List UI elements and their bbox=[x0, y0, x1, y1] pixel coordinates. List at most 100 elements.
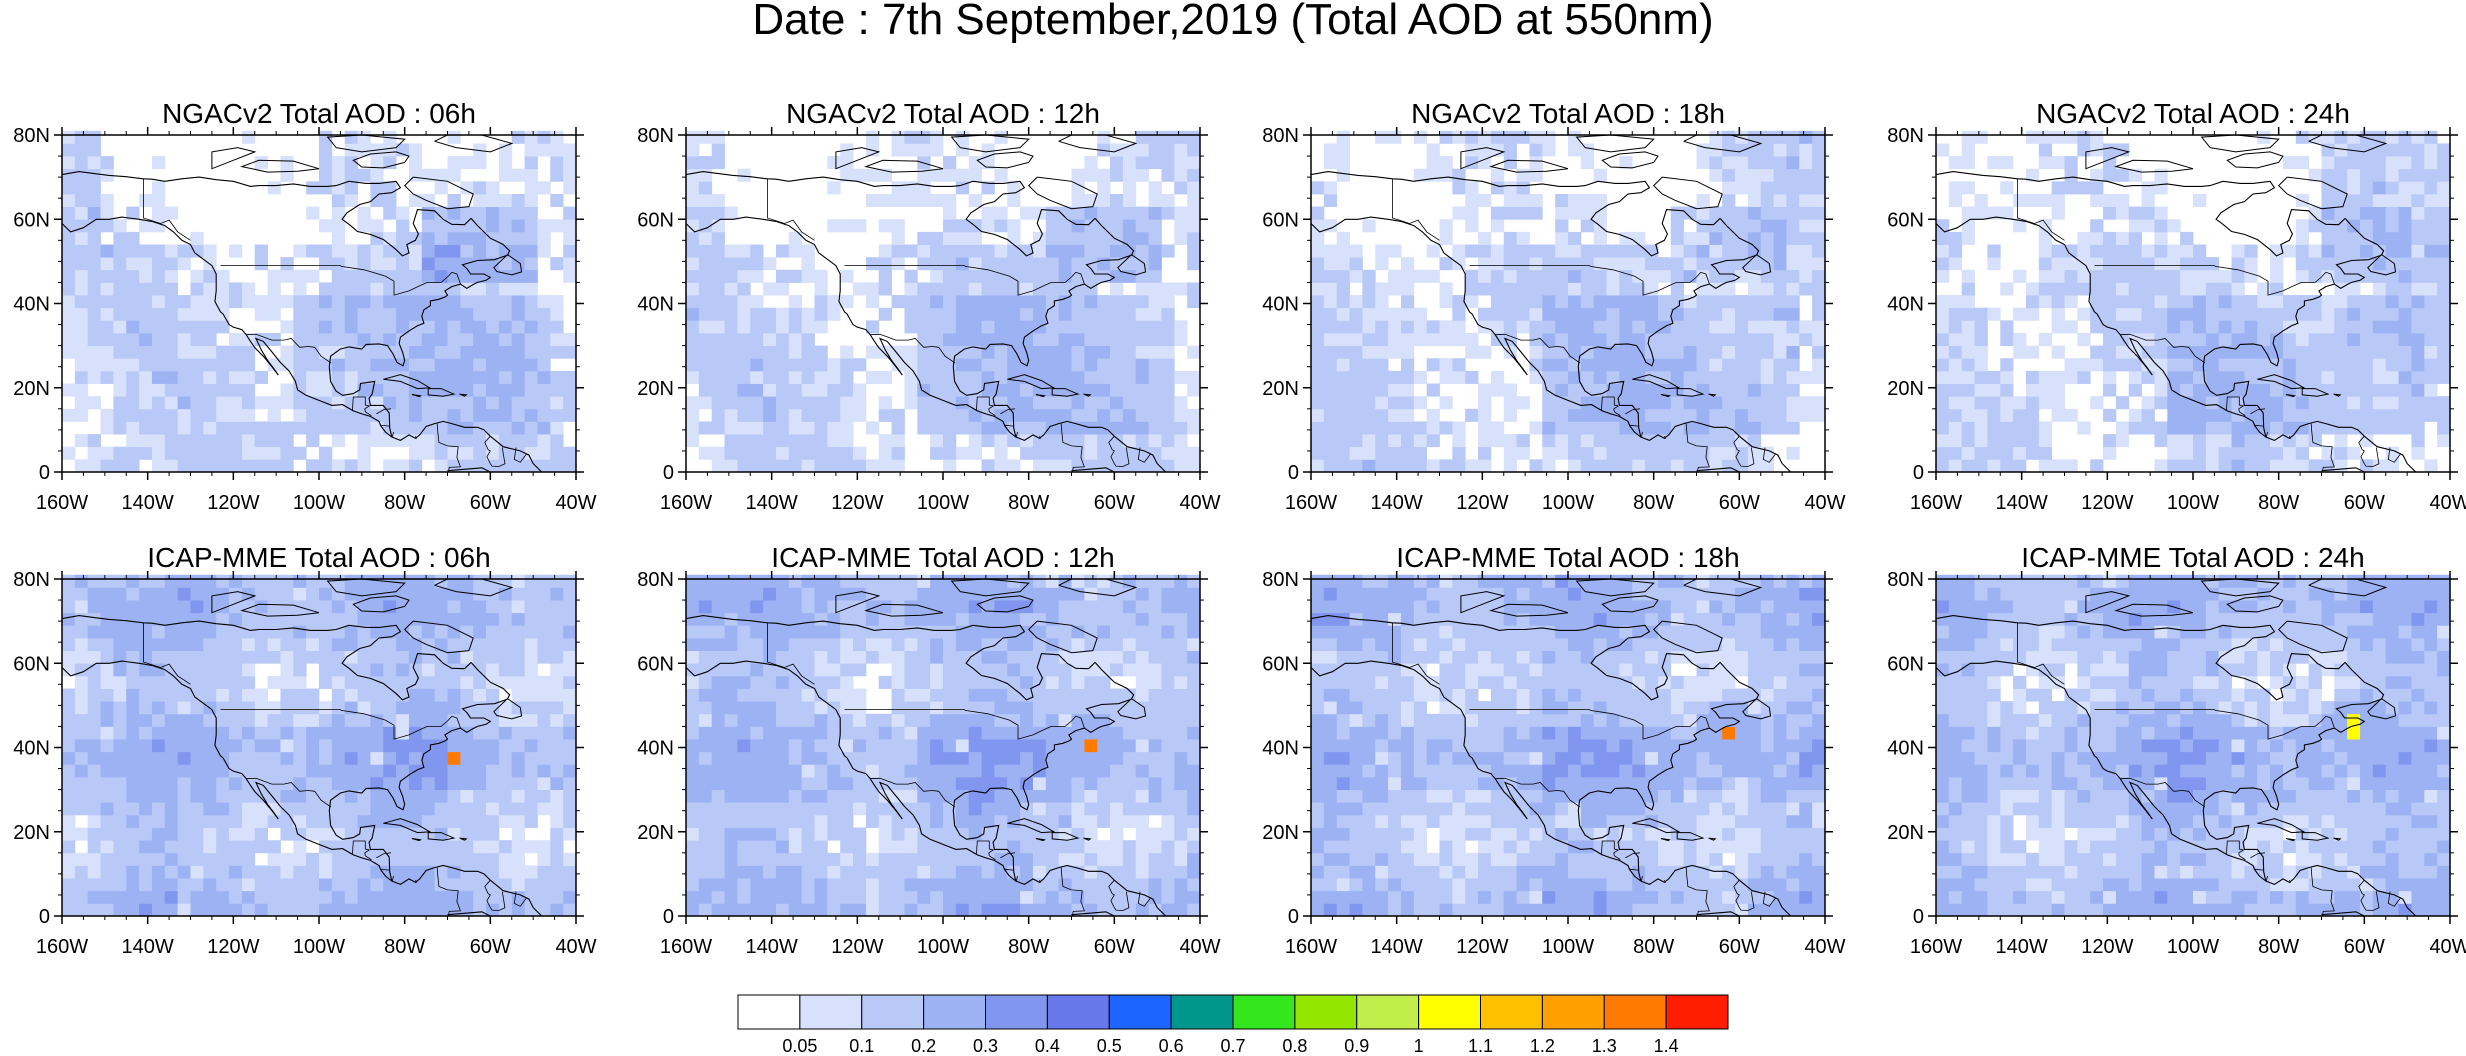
aod-cell bbox=[383, 840, 397, 854]
aod-cell bbox=[293, 852, 307, 866]
lon-tick-label: 40W bbox=[2429, 492, 2466, 514]
aod-cell bbox=[917, 421, 931, 435]
aod-cell bbox=[1045, 446, 1060, 460]
aod-cell bbox=[2372, 244, 2387, 258]
aod-cell bbox=[1084, 231, 1098, 245]
aod-cell bbox=[447, 231, 461, 245]
aod-cell bbox=[113, 408, 127, 422]
aod-cell bbox=[1593, 345, 1607, 359]
aod-cell bbox=[1020, 396, 1034, 410]
aod-cell bbox=[87, 370, 101, 384]
aod-cell bbox=[100, 459, 114, 473]
aod-cell bbox=[686, 574, 700, 588]
aod-cell bbox=[1478, 143, 1492, 157]
aod-cell bbox=[2334, 408, 2348, 422]
aod-cell bbox=[190, 383, 204, 397]
aod-cell bbox=[1097, 307, 1111, 321]
aod-cell bbox=[460, 282, 474, 296]
aod-cell bbox=[2424, 244, 2438, 258]
aod-cell bbox=[1773, 408, 1787, 422]
aod-cell bbox=[827, 446, 841, 460]
aod-cell bbox=[537, 789, 551, 803]
aod-cell bbox=[1936, 434, 1950, 448]
aod-cell bbox=[550, 396, 564, 410]
aod-cell bbox=[408, 408, 423, 422]
aod-cell bbox=[151, 726, 166, 740]
aod-cell bbox=[2437, 282, 2451, 296]
aod-cell bbox=[421, 625, 436, 639]
aod-cell bbox=[306, 903, 320, 917]
aod-cell bbox=[126, 890, 140, 904]
aod-cell bbox=[968, 231, 982, 245]
aod-cell bbox=[319, 307, 333, 321]
aod-cell bbox=[698, 675, 713, 689]
aod-cell bbox=[1174, 219, 1188, 233]
aod-cell bbox=[396, 751, 410, 765]
aod-cell bbox=[1084, 206, 1098, 220]
aod-cell bbox=[2077, 307, 2091, 321]
aod-cell bbox=[1696, 156, 1710, 170]
aod-cell bbox=[62, 814, 76, 828]
aod-cell bbox=[1452, 459, 1466, 473]
aod-cell bbox=[486, 181, 500, 195]
aod-cell bbox=[2231, 244, 2245, 258]
aod-cell bbox=[1426, 143, 1440, 157]
aod-cell bbox=[1516, 295, 1530, 309]
aod-cell bbox=[370, 701, 384, 715]
aod-cell bbox=[357, 802, 371, 816]
aod-cell bbox=[724, 421, 738, 435]
aod-cell bbox=[2424, 156, 2438, 170]
aod-cell bbox=[344, 650, 358, 664]
aod-cell bbox=[1375, 332, 1389, 347]
aod-cell bbox=[473, 244, 487, 258]
aod-cell bbox=[686, 865, 700, 879]
coastlines bbox=[1936, 135, 2420, 472]
aod-cell bbox=[1735, 295, 1749, 309]
aod-cell bbox=[1812, 345, 1826, 359]
aod-cell bbox=[1148, 206, 1162, 220]
aod-cell bbox=[62, 143, 76, 157]
aod-cell bbox=[370, 713, 384, 727]
aod-cell bbox=[686, 421, 700, 435]
aod-cell bbox=[1478, 257, 1492, 271]
aod-cell bbox=[126, 827, 140, 841]
aod-cell bbox=[139, 383, 153, 397]
island-outline bbox=[2367, 254, 2397, 276]
aod-cell bbox=[563, 168, 577, 182]
aod-cell bbox=[2013, 434, 2027, 448]
aod-cell bbox=[2167, 269, 2181, 283]
aod-cell bbox=[62, 890, 76, 904]
aod-cell bbox=[1555, 383, 1569, 397]
aod-cell bbox=[421, 802, 436, 816]
aod-cell bbox=[2334, 219, 2348, 233]
aod-cell bbox=[421, 434, 436, 448]
aod-cell bbox=[2231, 295, 2245, 309]
aod-cell bbox=[293, 244, 307, 258]
island-outline bbox=[1575, 135, 1655, 153]
aod-cell bbox=[2218, 358, 2232, 372]
aod-cell bbox=[344, 282, 358, 296]
aod-cell bbox=[139, 358, 153, 372]
aod-cell bbox=[537, 181, 551, 195]
aod-cell bbox=[1362, 459, 1376, 473]
aod-cell bbox=[891, 257, 905, 271]
country-border bbox=[391, 875, 394, 882]
aod-cell bbox=[968, 446, 982, 460]
aod-cell bbox=[126, 244, 140, 258]
aod-cell bbox=[1657, 446, 1672, 460]
aod-cell bbox=[1670, 332, 1685, 347]
aod-cell bbox=[2167, 345, 2181, 359]
aod-cell bbox=[2128, 282, 2142, 296]
aod-cell bbox=[486, 332, 500, 347]
aod-cell bbox=[241, 358, 256, 372]
aod-cell bbox=[1084, 156, 1098, 170]
aod-cell bbox=[1948, 345, 1963, 359]
aod-cell bbox=[2064, 257, 2078, 271]
aod-cell bbox=[537, 383, 551, 397]
aod-cell bbox=[113, 257, 127, 271]
aod-cell bbox=[1580, 295, 1595, 309]
aod-cell bbox=[434, 776, 448, 791]
aod-cell bbox=[698, 688, 713, 702]
lon-tick-label: 160W bbox=[36, 936, 88, 958]
aod-cell bbox=[139, 726, 153, 740]
